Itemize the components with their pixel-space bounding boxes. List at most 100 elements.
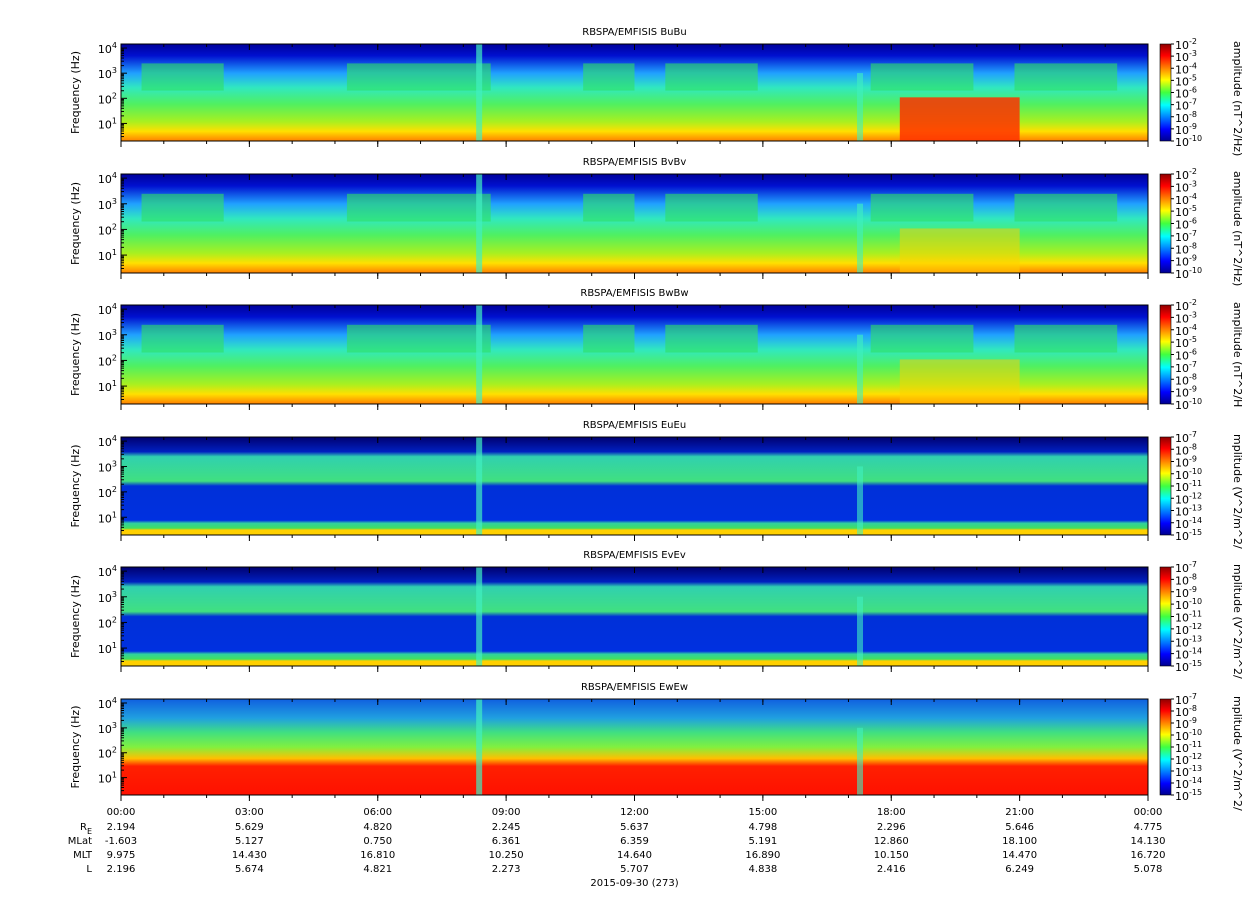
spectrogram-feature [1014,324,1118,353]
colorbar-tick-label: 10-7 [1175,560,1197,576]
ephemeris-value: 2.416 [877,864,906,875]
colorbar-tick-label: 10-9 [1175,716,1197,732]
date-label: 2015-09-30 (273) [590,878,678,889]
spectrogram-feature [665,193,758,222]
y-tick-label: 103 [98,589,117,605]
ephemeris-value: 6.249 [1005,864,1034,875]
ephemeris-value: 14.470 [1002,850,1037,861]
y-tick-label: 101 [98,116,117,131]
x-tick-label: 15:00 [748,807,777,818]
colorbar-tick-label: 10-8 [1175,109,1197,125]
spectrogram-feature [346,63,491,91]
colorbar-label: mplitude (V^2/m^2/ [1231,696,1244,811]
spectrogram-feature [857,596,864,666]
y-tick-label: 102 [98,484,117,500]
x-tick-label: 00:00 [107,807,136,818]
y-tick-label: 101 [98,641,117,657]
spectrogram-feature [857,334,864,404]
colorbar-tick-label: 10-8 [1175,704,1197,720]
spectrogram-feature [141,193,224,222]
colorbar-tick-label: 10-3 [1175,179,1197,195]
colorbar-tick-label: 10-6 [1175,85,1197,101]
colorbar-tick-label: 10-8 [1175,372,1197,388]
colorbar [1159,304,1172,405]
colorbar-tick-label: 10-4 [1175,322,1197,338]
colorbar-tick-label: 10-7 [1175,430,1197,446]
ephemeris-label: RE [80,822,92,836]
ephemeris-label: MLT [73,850,93,861]
spectrogram-feature [346,324,491,353]
ephemeris-value: -1.603 [105,836,137,847]
x-tick-label: 21:00 [1005,807,1034,818]
colorbar-tick-label: 10-11 [1175,479,1202,495]
colorbar-tick-label: 10-11 [1175,609,1202,625]
spectrogram-feature [476,567,483,666]
colorbar-label: mplitude (V^2/m^2/ [1231,434,1244,549]
spectrogram-feature [665,324,758,353]
ephemeris-value: 5.674 [235,864,264,875]
colorbar-tick-label: 10-8 [1175,442,1197,458]
colorbar-label: mplitude (V^2/m^2/ [1231,564,1244,679]
y-tick-label: 102 [98,91,117,107]
spectrogram-feature [857,727,864,795]
y-tick-label: 104 [98,696,117,712]
y-tick-label: 101 [98,510,117,526]
spectrogram [121,437,1148,535]
spectrogram-feature [583,193,635,222]
ephemeris-value: 14.130 [1131,836,1166,847]
ephemeris-label: L [86,864,92,875]
spectrogram-feature [870,63,974,91]
panel-title: RBSPA/EMFISIS BwBw [580,288,688,299]
ephemeris-value: 4.798 [749,822,778,833]
colorbar-tick-label: 10-12 [1175,621,1202,637]
colorbar-label: amplitude (nT^2/H [1231,302,1244,407]
colorbar-tick-label: 10-15 [1175,528,1202,544]
x-tick-label: 03:00 [235,807,264,818]
ephemeris-value: 10.150 [874,850,909,861]
panel-title: RBSPA/EMFISIS EwEw [581,682,688,693]
ephemeris-value: 5.637 [620,822,649,833]
colorbar-tick-label: 10-4 [1175,61,1197,77]
y-tick-label: 103 [98,459,117,475]
colorbar-tick-label: 10-8 [1175,572,1197,588]
spectrogram-feature [476,44,483,141]
y-tick-label: 102 [98,615,117,631]
y-tick-label: 103 [98,66,117,82]
y-axis-label: Frequency (Hz) [69,51,82,134]
y-tick-label: 104 [98,41,117,57]
colorbar-tick-label: 10-5 [1175,335,1197,351]
spectrogram-feature [857,466,864,535]
y-tick-label: 102 [98,353,117,369]
colorbar-tick-label: 10-7 [1175,692,1197,708]
ephemeris-value: 12.860 [874,836,909,847]
spectrogram-feature [583,63,635,91]
y-tick-label: 103 [98,196,117,212]
colorbar [1159,566,1172,667]
panel-title: RBSPA/EMFISIS EvEv [583,550,686,561]
spectrogram-feature [857,203,864,273]
ephemeris-value: 16.720 [1131,850,1166,861]
ephemeris-value: 16.890 [745,850,780,861]
colorbar-tick-label: 10-10 [1175,266,1202,282]
colorbar-tick-label: 10-12 [1175,752,1202,768]
spectrogram-feature [476,174,483,273]
ephemeris-value: 4.838 [749,864,778,875]
spectrogram-feature [1014,63,1118,91]
ephemeris-value: 14.640 [617,850,652,861]
x-tick-label: 06:00 [363,807,392,818]
y-axis-label: Frequency (Hz) [69,445,82,528]
x-tick-label: 00:00 [1134,807,1163,818]
y-tick-label: 101 [98,379,117,395]
spectrogram [121,567,1148,666]
ephemeris-value: 2.245 [492,822,521,833]
colorbar-tick-label: 10-6 [1175,347,1197,363]
y-tick-label: 103 [98,327,117,343]
ephemeris-value: 2.273 [492,864,521,875]
ephemeris-value: 6.361 [492,836,521,847]
colorbar-tick-label: 10-7 [1175,97,1197,113]
y-tick-label: 102 [98,745,117,761]
colorbar-tick-label: 10-2 [1175,37,1197,53]
x-tick-label: 12:00 [620,807,649,818]
y-tick-label: 102 [98,222,117,238]
